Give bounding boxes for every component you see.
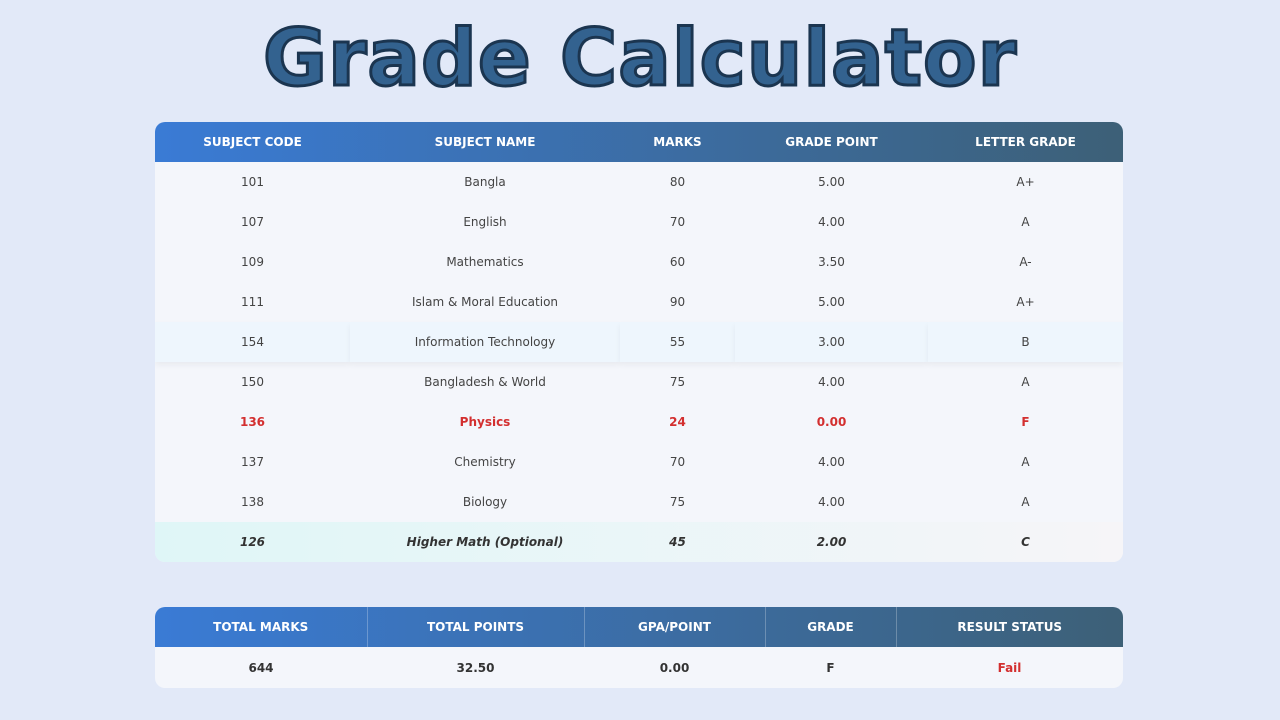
cell: 75 xyxy=(669,495,686,509)
cell: A xyxy=(1021,375,1030,389)
summary-cell: 644 xyxy=(248,660,274,675)
cell: Islam & Moral Education xyxy=(411,295,559,309)
subject-row: 150 Bangladesh & World 75 4.00 A xyxy=(155,362,1123,402)
cell: Mathematics xyxy=(446,255,524,269)
column-header: GRADE POINT xyxy=(785,135,878,149)
cell: 60 xyxy=(669,255,686,269)
cell: F xyxy=(1021,415,1030,429)
cell: 24 xyxy=(669,415,686,429)
header-row: SUBJECT CODE SUBJECT NAME MARKS GRADE POINT… xyxy=(155,122,1123,162)
summary-cell: Fail xyxy=(997,660,1022,675)
subject-row: 107 English 70 4.00 A xyxy=(155,202,1123,242)
cell: 138 xyxy=(241,495,264,509)
cell: 4.00 xyxy=(818,215,845,229)
cell: 4.00 xyxy=(818,495,845,509)
summary-cell: 0.00 xyxy=(659,660,690,675)
page-title: Grade Calculator xyxy=(261,13,1018,106)
cell: 136 xyxy=(239,415,266,429)
cell: 154 xyxy=(155,322,350,362)
cell: 4.00 xyxy=(818,375,845,389)
cell: Bangla xyxy=(464,175,506,189)
column-header: RESULT STATUS xyxy=(895,607,1123,647)
cell: Higher Math (Optional) xyxy=(406,535,564,549)
cell: 109 xyxy=(241,255,264,269)
cell: Bangladesh & World xyxy=(424,375,546,389)
column-header: SUBJECT CODE xyxy=(203,135,302,149)
cell: C xyxy=(1021,535,1030,549)
cell: English xyxy=(463,215,507,229)
cell: 107 xyxy=(241,215,264,229)
cell: A- xyxy=(1019,255,1032,269)
grades-table: SUBJECT CODE SUBJECT NAME MARKS GRADE POINT… xyxy=(155,122,1123,562)
cell: A+ xyxy=(1016,175,1035,189)
summary-cell: F xyxy=(826,660,835,675)
cell: A xyxy=(1021,495,1030,509)
cell: 70 xyxy=(669,455,686,469)
cell: 2.00 xyxy=(816,535,847,549)
cell: 4.00 xyxy=(818,455,845,469)
summary-row: 644 32.50 0.00 F Fail xyxy=(155,647,1123,688)
column-header: GRADE xyxy=(764,607,896,647)
cell: Physics xyxy=(459,415,511,429)
cell: A xyxy=(1021,215,1030,229)
cell: Chemistry xyxy=(454,455,516,469)
cell: B xyxy=(928,322,1123,362)
cell: Information Technology xyxy=(350,322,620,362)
header-row: TOTAL MARKS TOTAL POINTS GPA/POINT GRADE RES… xyxy=(155,607,1123,647)
subject-row: 126 Higher Math (Optional) 45 2.00 C xyxy=(155,522,1123,562)
column-header: LETTER GRADE xyxy=(975,135,1076,149)
summary-cell: 32.50 xyxy=(456,660,495,675)
summary-table: TOTAL MARKS TOTAL POINTS GPA/POINT GRADE RES… xyxy=(155,607,1123,688)
cell: 126 xyxy=(239,535,266,549)
subject-row: 101 Bangla 80 5.00 A+ xyxy=(155,162,1123,202)
cell: A xyxy=(1021,455,1030,469)
cell: 150 xyxy=(241,375,264,389)
column-header: GPA/POINT xyxy=(583,607,765,647)
cell: 3.50 xyxy=(818,255,845,269)
subject-row: 138 Biology 75 4.00 A xyxy=(155,482,1123,522)
column-header: TOTAL MARKS xyxy=(213,620,309,634)
cell: 45 xyxy=(669,535,686,549)
subject-row: 109 Mathematics 60 3.50 A- xyxy=(155,242,1123,282)
subject-row: 154 Information Technology 55 3.00 B xyxy=(155,322,1123,362)
column-header: MARKS xyxy=(653,135,702,149)
subject-row: 136 Physics 24 0.00 F xyxy=(155,402,1123,442)
cell: Biology xyxy=(462,495,508,509)
cell: 111 xyxy=(241,295,264,309)
cell: 5.00 xyxy=(818,295,845,309)
cell: 3.00 xyxy=(735,322,928,362)
subject-row: 137 Chemistry 70 4.00 A xyxy=(155,442,1123,482)
cell: 0.00 xyxy=(816,415,847,429)
cell: A+ xyxy=(1016,295,1035,309)
cell: 137 xyxy=(241,455,264,469)
subject-row: 111 Islam & Moral Education 90 5.00 A+ xyxy=(155,282,1123,322)
cell: 90 xyxy=(669,295,686,309)
cell: 55 xyxy=(620,322,735,362)
cell: 75 xyxy=(669,375,686,389)
cell: 101 xyxy=(241,175,264,189)
cell: 80 xyxy=(669,175,686,189)
column-header: TOTAL POINTS xyxy=(366,607,584,647)
column-header: SUBJECT NAME xyxy=(434,135,536,149)
cell: 70 xyxy=(669,215,686,229)
cell: 5.00 xyxy=(818,175,845,189)
